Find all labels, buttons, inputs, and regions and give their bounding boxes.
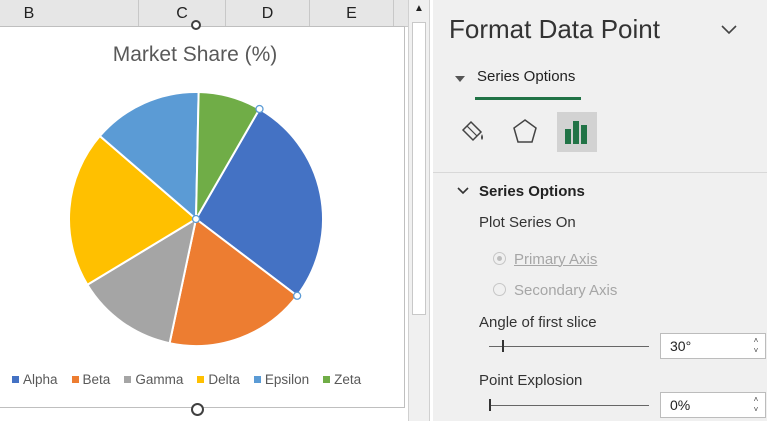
legend-swatch	[71, 376, 79, 383]
tab-series-options[interactable]: Series Options	[477, 68, 576, 85]
chart-legend[interactable]: Alpha Beta Gamma Delta Epsilon Zeta	[12, 372, 361, 387]
pie-slice-epsilon[interactable]	[98, 91, 200, 222]
column-header-b[interactable]: B	[23, 5, 35, 22]
pie-slice-delta[interactable]	[68, 134, 198, 287]
legend-item-zeta[interactable]: Zeta	[323, 372, 361, 387]
legend-label: Epsilon	[264, 372, 310, 387]
legend-item-delta[interactable]: Delta	[197, 372, 240, 387]
legend-label: Zeta	[334, 372, 362, 387]
explosion-slider-thumb[interactable]	[489, 399, 491, 411]
format-pane: Format Data Point Series Options Series …	[433, 0, 767, 421]
chart-title[interactable]: Market Share (%)	[112, 43, 278, 66]
pie-slice-gamma[interactable]	[85, 216, 198, 345]
primary-axis-radio[interactable]	[493, 252, 506, 265]
legend-swatch	[253, 376, 261, 383]
legend-swatch	[197, 376, 205, 383]
column-header-bar: B C D E	[0, 0, 408, 27]
selection-handle[interactable]	[255, 104, 264, 114]
legend-label: Beta	[82, 372, 111, 387]
legend-swatch	[323, 376, 331, 383]
primary-axis-label[interactable]: Primary Axis	[514, 251, 598, 268]
angle-of-first-slice-label: Angle of first slice	[479, 314, 597, 331]
angle-spinner-value[interactable]: 30°	[670, 338, 692, 354]
section-collapse-chevron-icon[interactable]	[457, 186, 469, 196]
vertical-scrollbar[interactable]: ▲	[408, 0, 430, 421]
tab-underline	[475, 97, 581, 100]
column-header-c[interactable]: C	[138, 0, 226, 26]
plot-series-on-label: Plot Series On	[479, 214, 576, 231]
spinner-arrows-icon[interactable]: ˄ ˅	[753, 336, 759, 355]
section-divider	[433, 172, 767, 173]
secondary-axis-radio[interactable]	[493, 283, 506, 296]
series-options-button[interactable]	[557, 112, 597, 152]
pie-chart[interactable]: Market Share (%) Alpha Beta Gamma Delta Epsi…	[0, 26, 405, 408]
tab-dropdown-arrow-icon[interactable]	[455, 76, 465, 82]
chart-resize-handle-top[interactable]	[191, 20, 201, 30]
point-explosion-label: Point Explosion	[479, 372, 583, 389]
angle-slider-track[interactable]	[489, 346, 649, 347]
secondary-axis-label[interactable]: Secondary Axis	[514, 282, 618, 299]
legend-label: Alpha	[23, 372, 58, 387]
explosion-spinner[interactable]: 0% ˄ ˅	[660, 392, 766, 418]
scrollbar-thumb[interactable]	[412, 22, 426, 315]
series-options-icon	[565, 121, 587, 144]
effects-icon	[513, 119, 537, 143]
section-title-series-options[interactable]: Series Options	[479, 183, 585, 200]
legend-swatch	[124, 376, 132, 383]
angle-spinner[interactable]: 30° ˄ ˅	[660, 333, 766, 359]
pane-title: Format Data Point	[449, 14, 660, 44]
pie-slice-alpha[interactable]	[194, 107, 324, 298]
chevron-down-icon[interactable]	[717, 18, 741, 42]
fill-line-icon	[461, 120, 483, 142]
legend-item-beta[interactable]: Beta	[71, 372, 111, 387]
effects-button[interactable]	[505, 112, 545, 152]
chart-resize-handle-bottom[interactable]	[191, 403, 204, 416]
pie-plot-area[interactable]	[0, 27, 405, 409]
scroll-up-arrow-icon[interactable]: ▲	[414, 3, 424, 14]
selection-handle[interactable]	[191, 214, 201, 224]
explosion-slider-track[interactable]	[489, 405, 649, 406]
legend-item-alpha[interactable]: Alpha	[12, 372, 58, 387]
legend-label: Delta	[208, 372, 240, 387]
spinner-arrows-icon[interactable]: ˄ ˅	[753, 395, 759, 414]
legend-item-gamma[interactable]: Gamma	[124, 372, 183, 387]
legend-item-epsilon[interactable]: Epsilon	[253, 372, 310, 387]
legend-label: Gamma	[135, 372, 184, 387]
column-header-e[interactable]: E	[310, 0, 394, 26]
angle-slider-thumb[interactable]	[502, 340, 505, 352]
spreadsheet-area: B C D E Market Share (%) Alpha Beta Gamma D…	[0, 0, 408, 416]
pie-slice-beta[interactable]	[168, 217, 299, 347]
selection-handle[interactable]	[293, 291, 302, 300]
legend-swatch	[12, 376, 19, 383]
fill-line-button[interactable]	[453, 112, 493, 152]
explosion-spinner-value[interactable]: 0%	[670, 397, 691, 413]
column-header-d[interactable]: D	[226, 0, 310, 26]
